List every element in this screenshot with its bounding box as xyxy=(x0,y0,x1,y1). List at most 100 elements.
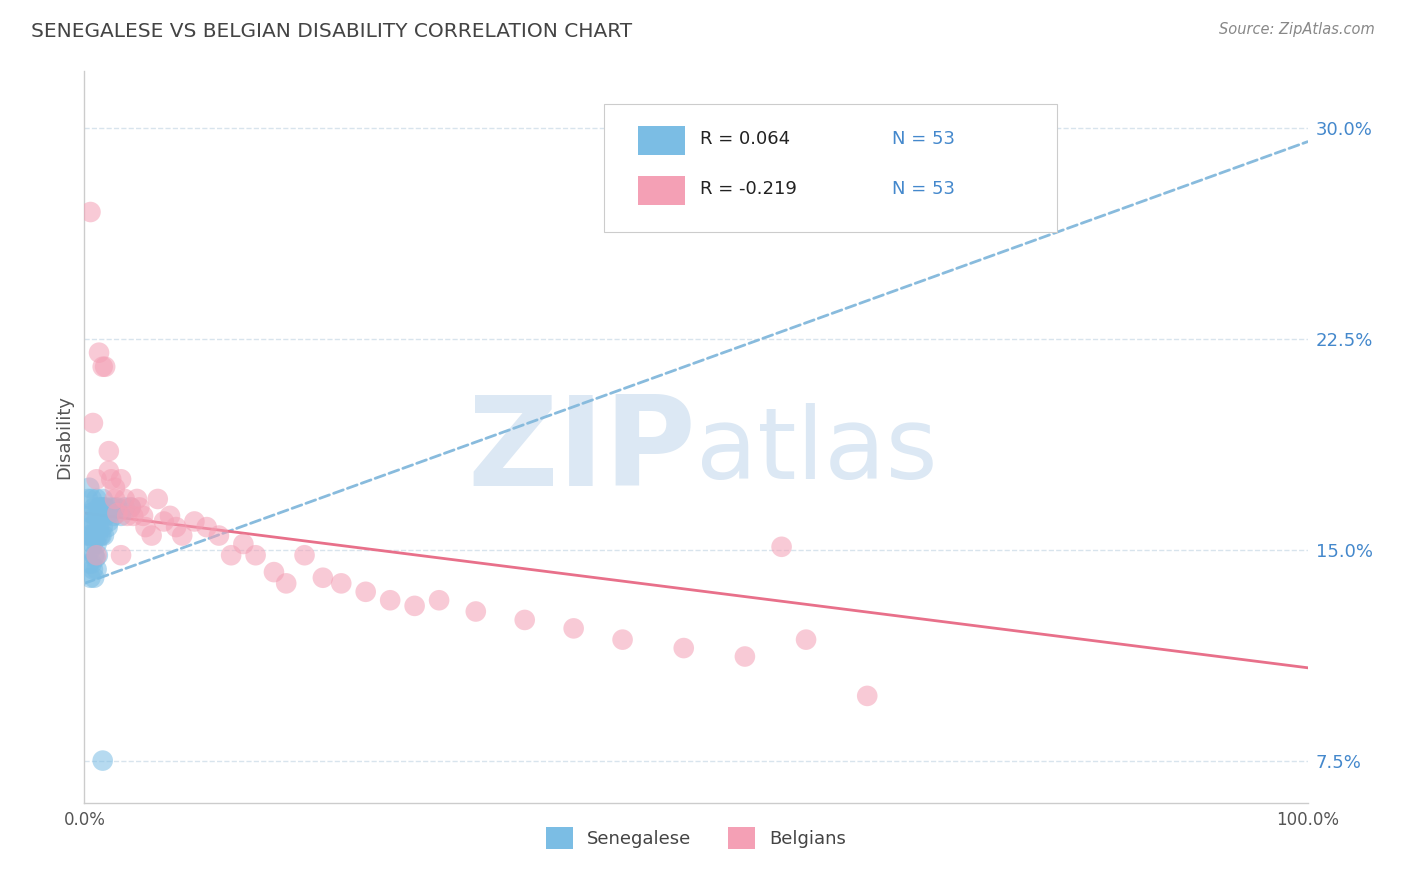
Point xyxy=(79,205,101,219)
Point xyxy=(96,508,118,523)
Text: SENEGALESE VS BELGIAN DISABILITY CORRELATION CHART: SENEGALESE VS BELGIAN DISABILITY CORRELA… xyxy=(31,22,633,41)
Point xyxy=(219,548,242,562)
Point xyxy=(94,500,117,515)
Point xyxy=(110,472,132,486)
Point xyxy=(86,515,108,529)
Point xyxy=(87,528,110,542)
Point xyxy=(354,584,377,599)
FancyBboxPatch shape xyxy=(605,104,1057,232)
Point xyxy=(122,508,145,523)
Point xyxy=(91,491,114,506)
Point xyxy=(100,472,122,486)
Point xyxy=(84,528,107,542)
Text: R = 0.064: R = 0.064 xyxy=(700,130,790,148)
Point xyxy=(276,576,298,591)
Point xyxy=(82,537,104,551)
Point xyxy=(87,508,110,523)
Point xyxy=(105,506,128,520)
Point xyxy=(83,500,105,515)
Point xyxy=(87,500,110,515)
Point xyxy=(612,632,634,647)
Point xyxy=(93,528,115,542)
FancyBboxPatch shape xyxy=(638,176,685,205)
Point xyxy=(89,508,111,523)
Point xyxy=(104,500,127,515)
Point xyxy=(90,528,112,542)
Point xyxy=(82,416,104,430)
Legend: Senegalese, Belgians: Senegalese, Belgians xyxy=(538,820,853,856)
Point xyxy=(562,621,585,635)
Point xyxy=(128,500,150,515)
Point xyxy=(105,500,128,515)
Text: N = 53: N = 53 xyxy=(891,180,955,198)
Point xyxy=(77,557,100,571)
Point xyxy=(110,548,132,562)
Point xyxy=(97,515,120,529)
Point xyxy=(404,599,426,613)
Text: Source: ZipAtlas.com: Source: ZipAtlas.com xyxy=(1219,22,1375,37)
Point xyxy=(79,520,101,534)
Point xyxy=(104,481,127,495)
Point xyxy=(263,565,285,579)
Point xyxy=(77,528,100,542)
Point xyxy=(82,562,104,576)
Point xyxy=(312,571,335,585)
Point xyxy=(87,548,110,562)
Point xyxy=(83,528,105,542)
Point xyxy=(856,689,879,703)
Point xyxy=(86,491,108,506)
Point xyxy=(83,548,105,562)
Point xyxy=(77,481,100,495)
Point xyxy=(100,500,122,515)
Point xyxy=(146,491,169,506)
Point xyxy=(770,540,793,554)
Point xyxy=(79,506,101,520)
Point xyxy=(93,500,115,515)
Point xyxy=(77,491,100,506)
Point xyxy=(159,508,181,523)
Point xyxy=(195,520,218,534)
Text: ZIP: ZIP xyxy=(467,392,696,512)
Point xyxy=(103,508,125,523)
Point xyxy=(80,491,103,506)
Text: atlas: atlas xyxy=(696,403,938,500)
Point xyxy=(82,515,104,529)
Point xyxy=(132,508,155,523)
Point xyxy=(91,359,114,374)
Point xyxy=(115,508,138,523)
Point xyxy=(153,515,176,529)
Point xyxy=(427,593,450,607)
Point xyxy=(125,491,148,506)
Point xyxy=(114,500,136,515)
Point xyxy=(232,537,254,551)
Point xyxy=(86,562,108,576)
Point xyxy=(513,613,536,627)
Point xyxy=(87,520,110,534)
Point xyxy=(672,641,695,656)
Point xyxy=(104,491,127,506)
Point xyxy=(165,520,187,534)
Point xyxy=(98,506,121,520)
Point xyxy=(380,593,402,607)
Point xyxy=(97,464,120,478)
Point xyxy=(77,508,100,523)
Point xyxy=(294,548,316,562)
Text: N = 53: N = 53 xyxy=(891,130,955,148)
Point xyxy=(91,754,114,768)
Point xyxy=(135,520,157,534)
Point xyxy=(76,528,98,542)
Point xyxy=(91,520,114,534)
Point xyxy=(141,528,163,542)
Point xyxy=(464,605,486,619)
Point xyxy=(89,528,111,542)
Point xyxy=(84,551,107,566)
Point xyxy=(120,500,142,515)
Point xyxy=(84,508,107,523)
Point xyxy=(97,520,120,534)
Point xyxy=(86,548,108,562)
Point xyxy=(114,491,136,506)
Point xyxy=(794,632,817,647)
Point xyxy=(80,528,103,542)
Y-axis label: Disability: Disability xyxy=(55,395,73,479)
Point xyxy=(83,571,105,585)
